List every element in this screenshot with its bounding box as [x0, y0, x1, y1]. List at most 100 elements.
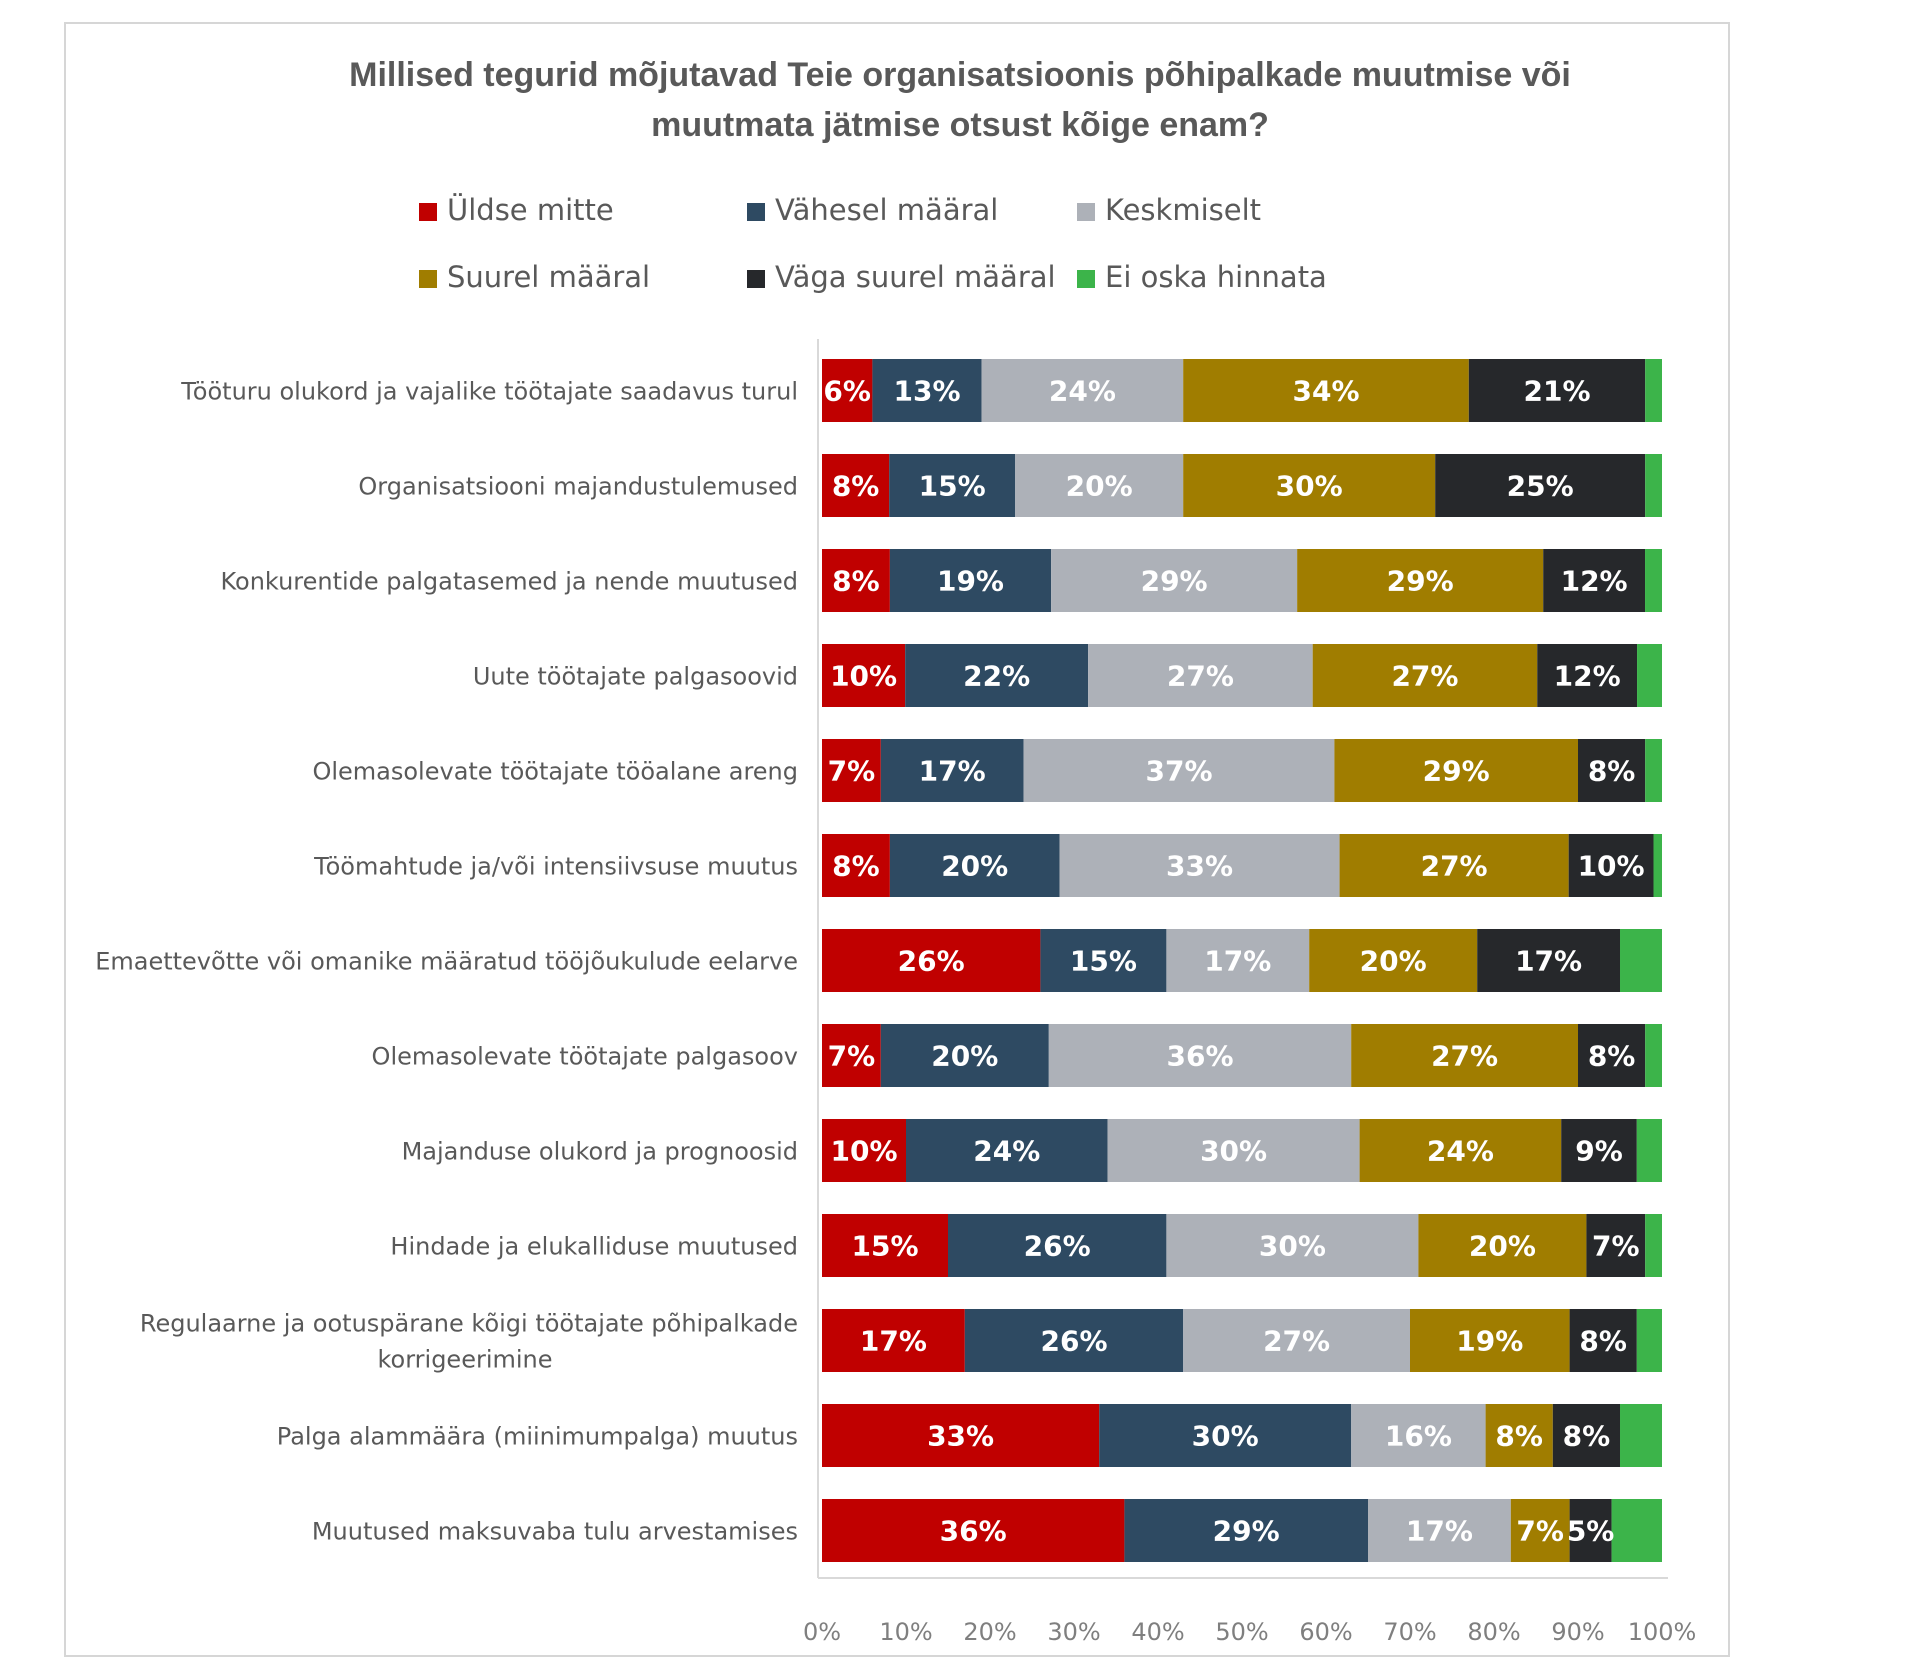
bar-segment: [1645, 359, 1662, 422]
x-tick-label: 80%: [1467, 1618, 1520, 1646]
bar-segment: [1620, 929, 1662, 992]
category-label: Emaettevõtte või omanike määratud tööjõu…: [95, 948, 798, 976]
data-label: 10%: [830, 1135, 897, 1168]
data-label: 15%: [919, 470, 986, 503]
bar-segment: [1578, 1024, 1646, 1087]
data-label: 19%: [937, 565, 1004, 598]
data-label: 26%: [1024, 1230, 1091, 1263]
data-label: 27%: [1167, 660, 1234, 693]
bar-segment: [889, 834, 1060, 897]
bar-segment: [1099, 1404, 1352, 1467]
x-tick-label: 0%: [803, 1618, 841, 1646]
category-label: Organisatsiooni majandustulemused: [358, 473, 798, 501]
category-label: Töömahtude ja/või intensiivsuse muutus: [313, 853, 798, 881]
bar-segment: [981, 359, 1184, 422]
category-label: Majanduse olukord ja prognoosid: [402, 1138, 798, 1166]
data-label: 30%: [1276, 470, 1343, 503]
data-label: 8%: [1588, 755, 1636, 788]
legend-item-keskmiselt: Keskmiselt: [1077, 190, 1261, 230]
category-label: Muutused maksuvaba tulu arvestamises: [312, 1518, 798, 1546]
bar-segment: [1059, 834, 1340, 897]
bar-segment: [1435, 454, 1646, 517]
bar-segment: [889, 454, 1016, 517]
data-label: 34%: [1292, 375, 1359, 408]
bar-segment: [1040, 929, 1167, 992]
bar-segment: [822, 834, 890, 897]
data-label: 8%: [832, 850, 880, 883]
bar-segment: [1645, 454, 1662, 517]
bar-segment: [1552, 1404, 1620, 1467]
data-label: 27%: [1431, 1040, 1498, 1073]
bar-segment: [1339, 834, 1569, 897]
data-label: 6%: [823, 375, 871, 408]
bar-segment: [1543, 549, 1646, 612]
data-label: 20%: [1360, 945, 1427, 978]
bar-segment: [1653, 834, 1662, 897]
legend-label: Väga suurel määral: [775, 260, 1056, 294]
bar-segment: [1537, 644, 1638, 707]
bar-segment: [822, 1119, 906, 1182]
bar-segment: [1569, 1309, 1637, 1372]
legend-swatch-suurel-maaral: [419, 270, 437, 288]
data-label: 10%: [830, 660, 897, 693]
bar-segment: [948, 1214, 1167, 1277]
bar-segment: [1359, 1119, 1562, 1182]
bar-segment: [1297, 549, 1544, 612]
data-label: 33%: [927, 1420, 994, 1453]
bar-segment: [1637, 644, 1662, 707]
bar-segment: [1183, 359, 1469, 422]
data-label: 7%: [1516, 1515, 1564, 1548]
bar-segment: [906, 1119, 1108, 1182]
data-label: 29%: [1213, 1515, 1280, 1548]
data-label: 17%: [919, 755, 986, 788]
data-label: 8%: [1579, 1325, 1627, 1358]
category-label: korrigeerimine: [377, 1346, 552, 1374]
bar-segment: [1351, 1404, 1486, 1467]
legend-label: Ei oska hinnata: [1105, 260, 1327, 294]
data-label: 8%: [1495, 1420, 1543, 1453]
bar-segment: [1636, 1119, 1662, 1182]
bar-segment: [822, 549, 890, 612]
bar-segment: [880, 1024, 1049, 1087]
data-label: 17%: [1204, 945, 1271, 978]
bar-segment: [1015, 454, 1184, 517]
bar-segment: [1023, 739, 1335, 802]
bar-segment: [822, 454, 890, 517]
legend-label: Suurel määral: [447, 260, 651, 294]
data-label: 26%: [898, 945, 965, 978]
bar-segment: [1636, 1309, 1662, 1372]
bar-segment: [1418, 1214, 1587, 1277]
category-label: Konkurentide palgatasemed ja nende muutu…: [220, 568, 798, 596]
data-label: 29%: [1141, 565, 1208, 598]
data-label: 26%: [1040, 1325, 1107, 1358]
category-label: Uute töötajate palgasoovid: [473, 663, 798, 691]
data-label: 9%: [1575, 1135, 1623, 1168]
data-label: 20%: [1066, 470, 1133, 503]
bar-segment: [1578, 739, 1646, 802]
bar-segment: [822, 1404, 1100, 1467]
bar-segment: [1309, 929, 1478, 992]
bar-segment: [822, 1309, 965, 1372]
bar-segment: [1561, 1119, 1637, 1182]
data-label: 21%: [1523, 375, 1590, 408]
data-label: 16%: [1385, 1420, 1452, 1453]
bar-segment: [1645, 739, 1662, 802]
data-label: 20%: [941, 850, 1008, 883]
category-label: Palga alammäära (miinimumpalga) muutus: [277, 1423, 798, 1451]
bar-segment: [1183, 1309, 1410, 1372]
data-label: 8%: [832, 470, 880, 503]
bar-segment: [1645, 549, 1662, 612]
data-label: 8%: [832, 565, 880, 598]
legend-item-suurel-maaral: Suurel määral: [419, 257, 650, 297]
bar-segment: [822, 1499, 1125, 1562]
data-label: 36%: [940, 1515, 1007, 1548]
data-label: 10%: [1578, 850, 1645, 883]
category-label: Hindade ja elukalliduse muutused: [390, 1233, 798, 1261]
bar-segment: [1124, 1499, 1368, 1562]
x-tick-label: 30%: [1047, 1618, 1100, 1646]
legend-swatch-ei-oska-hinnata: [1077, 270, 1095, 288]
category-label: Tööturu olukord ja vajalike töötajate sa…: [180, 378, 798, 406]
data-label: 27%: [1391, 660, 1458, 693]
bar-segment: [1611, 1499, 1662, 1562]
